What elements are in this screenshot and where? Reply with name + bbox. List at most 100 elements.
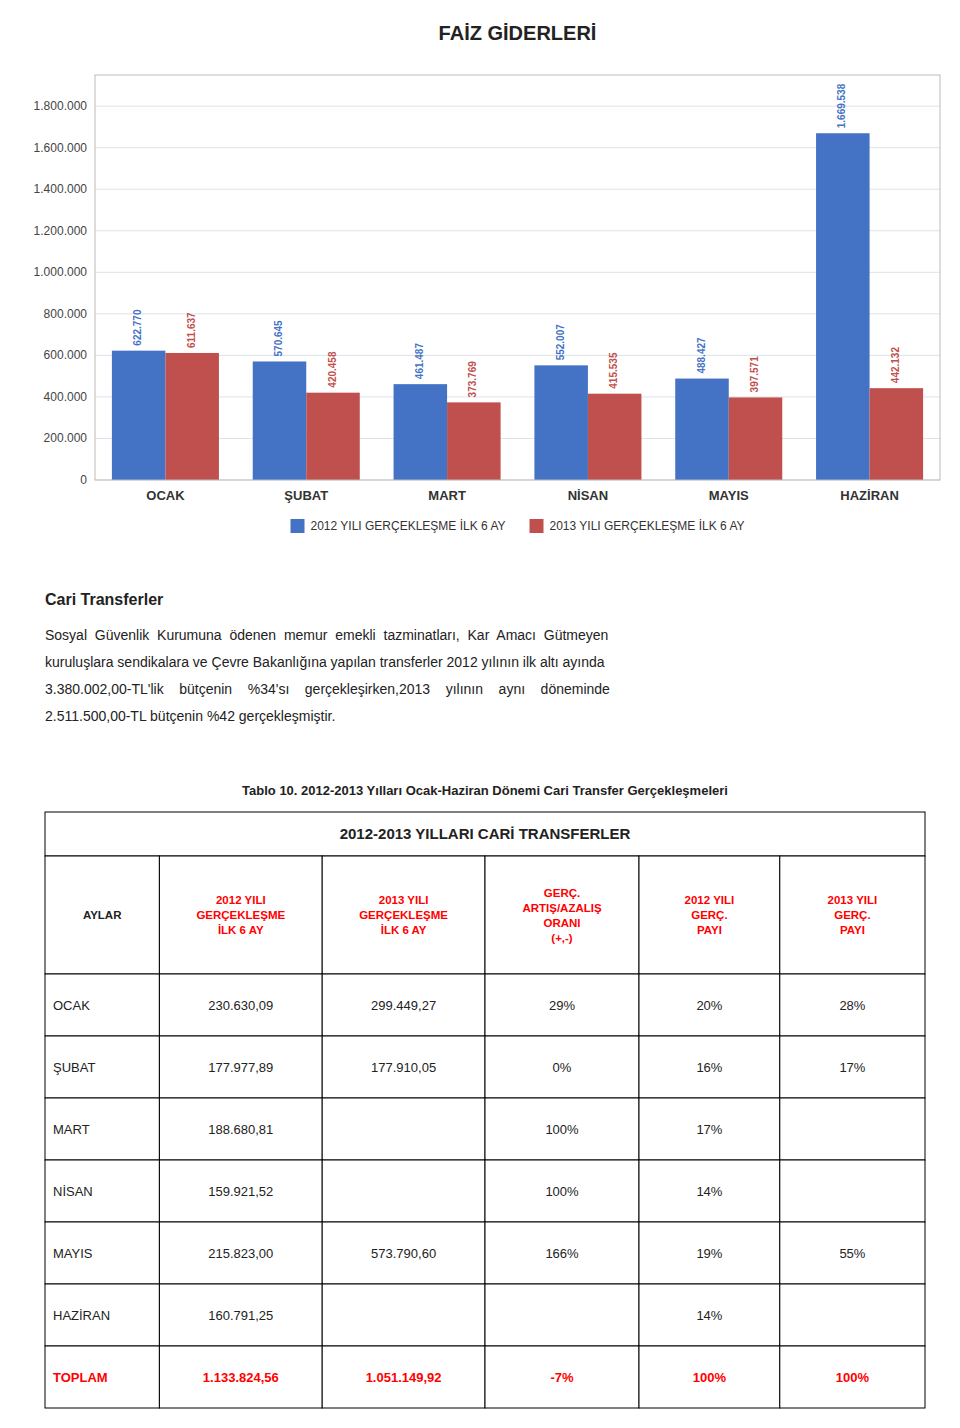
table-cell [639, 1346, 780, 1408]
legend-swatch [530, 519, 544, 533]
table-cell [45, 1222, 159, 1284]
column-header-line: AYLAR [83, 909, 122, 921]
column-header-line: GERÇEKLEŞME [359, 909, 448, 921]
table-cell [485, 1222, 639, 1284]
bar [534, 365, 588, 480]
y-tick-label: 200.000 [44, 431, 88, 445]
table-cell [45, 1098, 159, 1160]
table-text: 230.630,09 [208, 998, 273, 1013]
x-tick-label: MART [428, 488, 466, 503]
data-label: 570.645 [273, 320, 284, 357]
table-text: TOPLAM [53, 1370, 108, 1385]
table-cell [639, 1098, 780, 1160]
grid-line [95, 189, 940, 190]
table-cell [780, 1098, 925, 1160]
table-cell [780, 1346, 925, 1408]
data-label: 442.132 [890, 347, 901, 384]
bar [447, 402, 501, 480]
column-header: AYLAR [83, 909, 122, 921]
table-cell [485, 974, 639, 1036]
table-text: 19% [696, 1246, 722, 1261]
column-header-line: (+,-) [551, 932, 573, 944]
x-tick-label: ŞUBAT [284, 488, 328, 503]
data-label: 420.458 [327, 351, 338, 388]
table-cell [639, 974, 780, 1036]
table-text: 16% [696, 1060, 722, 1075]
table-text: 17% [839, 1060, 865, 1075]
x-tick-label: OCAK [146, 488, 185, 503]
data-label: 611.637 [186, 312, 197, 348]
legend-label: 2012 YILI GERÇEKLEŞME İLK 6 AY [311, 519, 506, 533]
table-cell [45, 856, 159, 974]
table-cell [485, 1098, 639, 1160]
table-text: 1.133.824,56 [203, 1370, 279, 1385]
column-header: 2012 YILIGERÇ.PAYI [685, 894, 735, 936]
table-text: 160.791,25 [208, 1308, 273, 1323]
table-cell [45, 974, 159, 1036]
column-header-line: 2013 YILI [379, 894, 429, 906]
column-header: GERÇ.ARTIŞ/AZALIŞORANI(+,-) [522, 887, 602, 944]
table-text: 20% [696, 998, 722, 1013]
table-cell [322, 1036, 485, 1098]
table-cell [159, 1036, 322, 1098]
column-header-line: İLK 6 AY [381, 924, 427, 936]
bar [165, 353, 219, 480]
text-line: Sosyal Güvenlik Kurumuna ödenen memur em… [45, 627, 608, 643]
data-label: 397.571 [749, 356, 760, 393]
y-tick-label: 1.200.000 [34, 224, 88, 238]
table-cell [322, 1160, 485, 1222]
table-text: 159.921,52 [208, 1184, 273, 1199]
column-header-line: GERÇEKLEŞME [196, 909, 285, 921]
grid-line [95, 396, 940, 397]
column-header-line: GERÇ. [691, 909, 727, 921]
table-text: ŞUBAT [53, 1060, 95, 1075]
y-tick-label: 1.800.000 [34, 99, 88, 113]
column-header-line: GERÇ. [544, 887, 580, 899]
grid-line [95, 355, 940, 356]
column-header: 2013 YILIGERÇ.PAYI [828, 894, 878, 936]
table-text: 14% [696, 1308, 722, 1323]
table-cell [485, 1346, 639, 1408]
grid-line [95, 230, 940, 231]
grid-line [95, 147, 940, 148]
table-cell [780, 974, 925, 1036]
bars [112, 133, 923, 480]
bar [306, 393, 360, 480]
column-header-line: ORANI [543, 917, 580, 929]
table-cell [159, 1346, 322, 1408]
data-label: 1.669.538 [836, 83, 847, 128]
bar [394, 384, 448, 480]
data-label: 552.007 [555, 324, 566, 361]
table-cell [45, 1036, 159, 1098]
table-text: 14% [696, 1184, 722, 1199]
column-header-line: 2013 YILI [828, 894, 878, 906]
table-cell [159, 974, 322, 1036]
table-text: 188.680,81 [208, 1122, 273, 1137]
column-header-line: GERÇ. [834, 909, 870, 921]
data-label: 622.770 [132, 309, 143, 346]
table-cell [159, 1222, 322, 1284]
y-tick-label: 600.000 [44, 348, 88, 362]
chart-title: FAİZ GİDERLERİ [439, 22, 597, 44]
data-label: 373.769 [467, 361, 478, 398]
bar [588, 394, 642, 480]
text-line: 2.511.500,00-TL bütçenin %42 gerçekleşmi… [45, 708, 335, 724]
text-line: 3.380.002,00-TL'lik bütçenin %34'sı gerç… [45, 681, 610, 697]
table-text: HAZİRAN [53, 1308, 110, 1323]
table-title: Tablo 10. 2012-2013 Yılları Ocak-Haziran… [242, 783, 728, 798]
text-title: Cari Transferler [45, 591, 163, 608]
table-cell [45, 812, 925, 856]
bar [729, 397, 783, 480]
table-text: 100% [545, 1184, 579, 1199]
table-cell [780, 1284, 925, 1346]
table-cell [639, 1222, 780, 1284]
table-text: 29% [549, 998, 575, 1013]
table-text: NİSAN [53, 1184, 93, 1199]
bar [870, 388, 924, 480]
table-cell [322, 1098, 485, 1160]
bar [253, 361, 307, 480]
grid-line [95, 272, 940, 273]
grid-line [95, 106, 940, 107]
table-cell [485, 1284, 639, 1346]
column-header-line: PAYI [697, 924, 722, 936]
